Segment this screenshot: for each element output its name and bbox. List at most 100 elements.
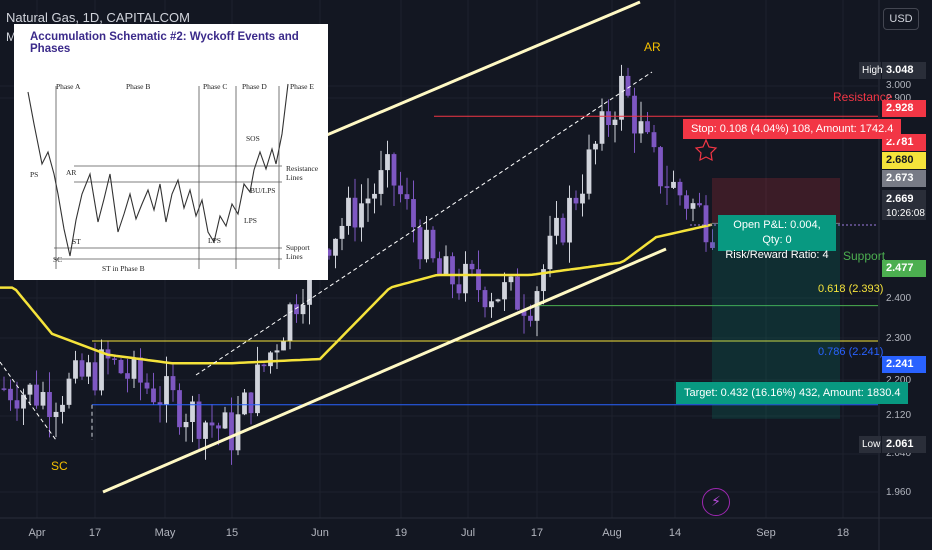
candle-body [138,357,143,383]
candle-body [463,263,468,294]
candle-body [144,382,150,389]
risk-reward-text: Risk/Reward Ratio: 4 [725,249,829,261]
candle-body [151,388,156,403]
channel-upper-line [314,0,641,142]
candle-body [47,392,52,418]
candle-body [99,349,104,391]
candle-body [157,402,163,405]
time-tick: 18 [836,527,850,539]
candle-body [60,404,65,412]
support-label: Support [843,249,886,263]
candle-body [677,181,683,196]
candle-body [27,384,33,395]
candle-body [404,194,410,200]
candle-body [164,376,169,405]
phase-label: Phase D [242,82,267,91]
event-label: SOS [246,134,260,143]
candle-body [651,132,657,148]
candle-body [541,269,546,292]
candle-body [92,362,98,391]
candle-body [443,256,449,275]
candle-body [352,197,358,228]
time-tick: Sep [756,527,776,539]
price-tick: 2.900 [886,93,912,104]
price-tick: 2.200 [886,375,912,386]
candle-body [229,412,234,451]
fib-786-price-badge: 2.241 [882,356,926,373]
time-tick: 17 [530,527,544,539]
entry-price-badge: 2.680 [882,152,926,169]
channel-lower-line [102,247,667,494]
candle-body [398,185,403,195]
candle-body [222,412,228,429]
candle-body [203,422,208,439]
candle-body [606,111,611,126]
candle-body [385,154,390,171]
candle-body [703,205,709,243]
candle-body [658,147,663,187]
schematic-drawing [27,83,289,269]
flash-icon[interactable]: ⚡ [702,488,730,516]
candle-body [216,425,221,429]
candle-body [300,304,306,315]
candle-body [53,411,59,418]
low-label: Low [859,436,881,453]
fib-786-label: 0.786 (2.241) [818,346,884,358]
time-tick: Jul [460,527,476,539]
candle-body [21,394,26,409]
trend-channel [0,0,667,494]
event-label: SC [53,255,63,264]
target-info-box: Target: 0.432 (16.16%) 432, Amount: 1830… [676,382,909,404]
candle-body [502,282,507,300]
candle-body [599,111,605,144]
time-tick: 15 [225,527,239,539]
phase-label: Phase A [56,82,81,91]
star-icon [694,138,718,162]
wyckoff-schematic-image: Accumulation Schematic #2: Wyckoff Event… [14,24,328,280]
candle-body [1,388,7,390]
candle-body [612,119,618,126]
time-tick: 14 [668,527,682,539]
resistance-label: Resistance [833,90,893,104]
candle-body [66,378,72,405]
candle-body [547,235,553,270]
low-price-badge: 2.061 [882,436,926,453]
candle-body [593,143,598,150]
resistance-price-badge: 2.928 [882,100,926,117]
candle-body [307,257,312,305]
candle-body [268,352,273,367]
candle-body [469,263,475,270]
candle-body [638,121,644,134]
candle-body [573,197,579,204]
candle-body [177,390,182,428]
sc-dashed-line [0,361,57,441]
candle-body [131,357,137,379]
candle-body [710,242,715,248]
candle-body [333,238,338,256]
price-tick: 2.400 [886,293,912,304]
candle-body [190,401,195,422]
currency-button[interactable]: USD [883,8,919,30]
open-pnl-text: Open P&L: 0.004, Qty: 0 [733,219,821,246]
candle-body [411,199,416,228]
long-position-tool [690,138,878,419]
candle-body [339,225,345,239]
event-label: AR [66,168,77,177]
candle-body [664,186,670,188]
phase-label: Phase E [290,82,314,91]
support-lines-label: Support Lines [286,243,310,261]
candle-body [430,229,436,259]
candle-body [697,203,702,206]
candle-body [528,315,533,321]
candle-body [261,364,267,367]
candle-body [625,75,631,96]
candle-body [560,217,566,243]
candle-body [112,358,117,360]
candle-body [118,359,124,374]
candle-body [515,276,520,310]
candle-body [170,376,176,391]
candle-body [521,309,527,316]
event-label: PS [30,170,39,179]
event-label: BU/LPS [250,186,276,195]
